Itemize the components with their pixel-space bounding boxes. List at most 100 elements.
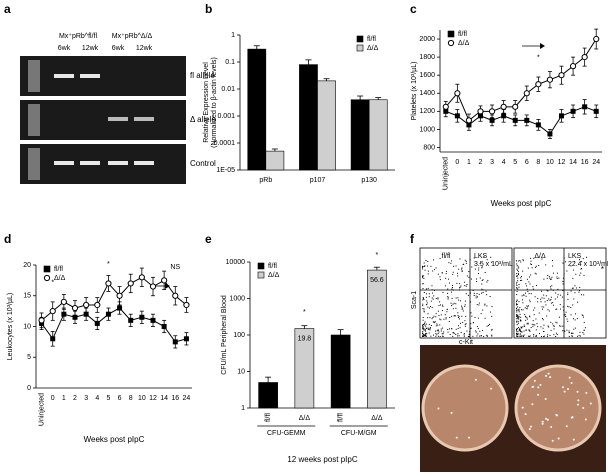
marker (50, 336, 56, 342)
flow-dot (437, 329, 439, 331)
flow-dot (540, 326, 542, 328)
colony (551, 439, 554, 442)
flow-dot (459, 258, 461, 260)
flow-dot (423, 262, 425, 264)
flow-dot (550, 278, 552, 280)
flow-dot (578, 291, 580, 293)
flow-dot (457, 312, 459, 314)
flow-dot (541, 258, 543, 260)
flow-dot (458, 335, 460, 337)
flow-dot (516, 328, 518, 330)
flow-dot (448, 278, 450, 280)
flow-dot (424, 265, 426, 267)
flow-dot (479, 330, 481, 332)
flow-dot (424, 269, 426, 271)
flow-dot (582, 316, 584, 318)
flow-dot (571, 332, 573, 334)
flow-dot (517, 269, 519, 271)
flow-dot (425, 288, 427, 290)
flow-dot (424, 329, 426, 331)
flow-dot (432, 321, 434, 323)
annotation: NS (170, 264, 180, 271)
flow-dot (487, 324, 489, 326)
flow-dot (566, 270, 568, 272)
flow-dot (519, 313, 521, 315)
flow-dot (579, 274, 581, 276)
flow-dot (568, 331, 570, 333)
flow-dot (423, 277, 425, 279)
flow-dot (574, 319, 576, 321)
flow-dot (527, 306, 529, 308)
flow-dot (455, 333, 457, 335)
flow-dot (453, 302, 455, 304)
flow-dot (461, 306, 463, 308)
marker (138, 274, 145, 281)
flow-dot (437, 324, 439, 326)
flow-dot (522, 326, 524, 328)
flow-dot (517, 321, 519, 323)
marker (94, 301, 101, 309)
flow-dot (459, 327, 461, 329)
flow-dot (489, 311, 491, 313)
arrow-head (165, 283, 170, 289)
flow-dot (573, 298, 575, 300)
flow-dot (579, 331, 581, 333)
flow-dot (521, 309, 523, 311)
marker (546, 76, 554, 83)
flow-dot (564, 313, 566, 315)
flow-dot (518, 260, 520, 262)
flow-dot (464, 300, 466, 302)
flow-dot (451, 291, 453, 293)
colony (541, 422, 544, 425)
flow-dot (562, 325, 564, 327)
flow-dot (580, 272, 582, 274)
flow-dot (574, 285, 576, 287)
flow-dot (439, 318, 441, 320)
flow-dot (516, 263, 518, 265)
flow-dot (477, 333, 479, 335)
flow-dot (422, 334, 424, 336)
x-tick-label: Δ/Δ (371, 415, 383, 422)
flow-dot (422, 268, 424, 270)
flow-dot (483, 335, 485, 337)
flow-dot (534, 296, 536, 298)
flow-dot (461, 308, 463, 310)
flow-dot (464, 304, 466, 306)
arrow-head (540, 43, 545, 49)
flow-dot (519, 328, 521, 330)
flow-dot (442, 335, 444, 337)
flow-dot (438, 331, 440, 333)
flow-dot (516, 333, 518, 335)
flow-dot (552, 265, 554, 267)
flow-dot (545, 295, 547, 297)
marker (172, 339, 178, 345)
flow-dot (578, 335, 580, 337)
flow-dot (546, 335, 548, 337)
flow-dot (458, 315, 460, 317)
flow-dot (577, 301, 579, 303)
flow-dot (528, 293, 530, 295)
y-tick-label: 1E-05 (216, 167, 235, 174)
flow-dot (523, 324, 525, 326)
marker (60, 298, 67, 305)
flow-dot (431, 285, 433, 287)
flow-dot (433, 289, 435, 291)
bar (368, 99, 388, 171)
colony (577, 399, 580, 402)
flow-dot (559, 308, 561, 310)
flow-dot (465, 293, 467, 295)
flow-dot (439, 276, 441, 278)
y-tick-label: 10 (23, 323, 31, 330)
colonies (437, 372, 592, 442)
flow-dot (562, 280, 564, 282)
flow-dot (470, 301, 472, 303)
marker (569, 63, 577, 70)
flow-dot (547, 290, 549, 292)
flow-dot (445, 277, 447, 279)
flow-dot (464, 285, 466, 287)
flow-dot (446, 311, 448, 313)
flow-dot (476, 335, 478, 337)
flow-dot (556, 276, 558, 278)
flow-dot (527, 267, 529, 269)
flow-dot (516, 335, 518, 337)
